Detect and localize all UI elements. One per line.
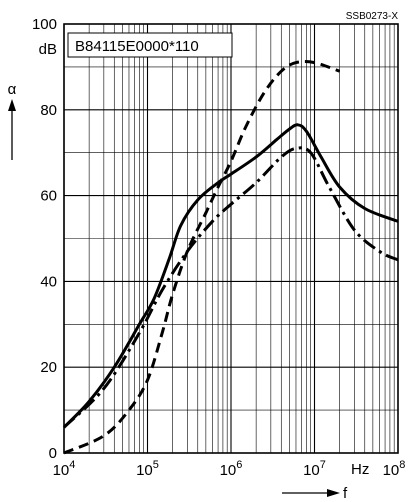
series-line-dashed <box>63 60 341 455</box>
x-arrow <box>282 489 340 497</box>
part-label: B84115E0000*110 <box>75 38 199 55</box>
series <box>62 60 399 455</box>
grid <box>63 23 398 454</box>
x-axis-ticks: 104 105 106 107 108 <box>53 459 406 479</box>
x-tick-label: 104 <box>53 459 76 479</box>
part-label-box: B84115E0000*110 <box>67 32 233 58</box>
y-tick-label: 60 <box>40 188 57 205</box>
y-tick-label: 20 <box>40 359 57 376</box>
y-tick-label: 0 <box>49 445 57 462</box>
x-tick-label: 105 <box>136 459 159 479</box>
plot-frame <box>63 23 399 454</box>
x-tick-label: 108 <box>383 459 406 479</box>
x-symbol-label: f <box>343 485 348 502</box>
x-tick-label: 106 <box>220 459 243 479</box>
chart-code: SSB0273-X <box>346 11 399 22</box>
series-line-solid <box>62 123 399 429</box>
y-unit-label: dB <box>39 41 57 58</box>
y-arrow <box>8 99 16 160</box>
part-label-frame <box>67 32 233 58</box>
x-tick-label: 107 <box>303 459 326 479</box>
x-unit-label: Hz <box>351 461 369 478</box>
y-tick-label: 40 <box>40 273 57 290</box>
y-tick-label: 80 <box>40 102 57 119</box>
y-axis-ticks: 0 20 40 60 80 100 <box>32 16 57 462</box>
y-tick-label: 100 <box>32 16 57 33</box>
y-symbol-label: α <box>8 81 17 98</box>
